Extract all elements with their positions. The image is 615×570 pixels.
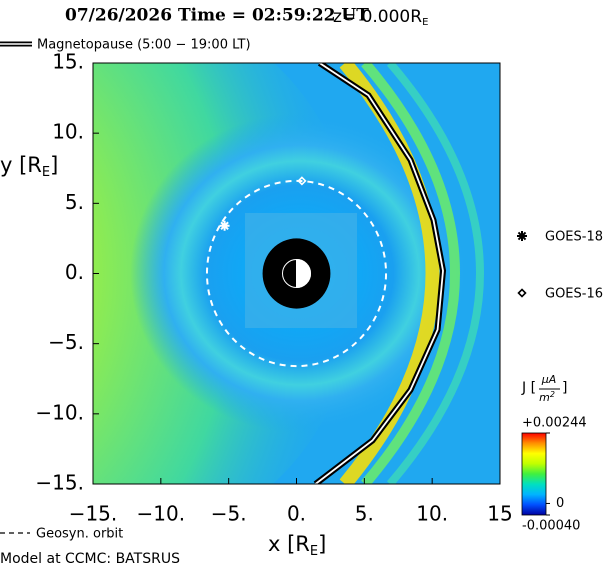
- legend-marker: [517, 288, 527, 298]
- y-axis-label-end: ]: [50, 153, 58, 177]
- chart-title: 07/26/2026 Time = 02:59:22 UT: [65, 6, 369, 26]
- x-tick-label: 5.: [355, 502, 374, 526]
- y-tick-label: 5.: [65, 190, 84, 214]
- y-axis-label-sub: E: [42, 165, 50, 180]
- title-z-text: z= 0.000R: [333, 7, 422, 27]
- field-region: [386, 63, 484, 484]
- x-tick-label: −5.: [211, 502, 247, 526]
- colorbar-tick-label: +0.00244: [522, 416, 587, 431]
- footer: Model at CCMC: BATSRUS: [0, 551, 180, 567]
- y-axis-label: y [RE]: [0, 153, 58, 180]
- earth-outline: [282, 259, 311, 288]
- x-tick-label: −10.: [137, 502, 186, 526]
- legend-label: GOES-18: [545, 230, 603, 245]
- geosyn-orbit: [205, 179, 388, 368]
- y-tick-label: 0.: [65, 260, 84, 284]
- colorbar-label-suffix: ]: [562, 380, 567, 396]
- x-axis-label-text: x [R: [268, 532, 310, 556]
- colorbar-label-den-text: m: [539, 391, 550, 404]
- colorbar-label: J [ μA m2 ]: [521, 373, 567, 404]
- field: [93, 63, 500, 484]
- x-axis-label-sub: E: [310, 544, 318, 559]
- y-tick-label: −5.: [48, 330, 84, 354]
- legend-label: Geosyn. orbit: [36, 527, 123, 542]
- magnetopause-core: [314, 63, 444, 484]
- y-tick-label: −15.: [35, 471, 84, 495]
- x-tick-label: 0.: [287, 502, 306, 526]
- y-axis-label-text: y [R: [0, 153, 42, 177]
- y-tick-label: −10.: [35, 400, 84, 424]
- colorbar-label-prefix: J [: [521, 380, 536, 396]
- x-tick-label: −15.: [69, 502, 118, 526]
- x-axis-label: x [RE]: [268, 532, 326, 559]
- x-tick-label: 15: [487, 502, 512, 526]
- colorbar-tick-label: -0.00040: [522, 519, 580, 534]
- satellite: [219, 220, 230, 231]
- title-z: z= 0.000RE: [333, 7, 428, 28]
- x-tick-label: 10.: [416, 502, 448, 526]
- x-axis-label-end: ]: [318, 532, 326, 556]
- satellite: [297, 176, 307, 186]
- legend-marker: [517, 231, 527, 241]
- colorbar-label-den-sup: 2: [550, 390, 555, 399]
- colorbar-label-den: m2: [539, 390, 555, 405]
- colorbar: [521, 432, 547, 516]
- field-region: [361, 63, 460, 484]
- title-z-sub: E: [422, 17, 428, 28]
- y-tick-label: 10.: [52, 120, 84, 144]
- legend-label: Magnetopause (5:00 − 19:00 LT): [37, 38, 251, 53]
- colorbar-label-num: μA: [541, 373, 557, 386]
- legend-label: GOES-16: [545, 287, 603, 302]
- colorbar-tick-label: 0: [556, 496, 564, 511]
- y-tick-label: 15.: [52, 50, 84, 74]
